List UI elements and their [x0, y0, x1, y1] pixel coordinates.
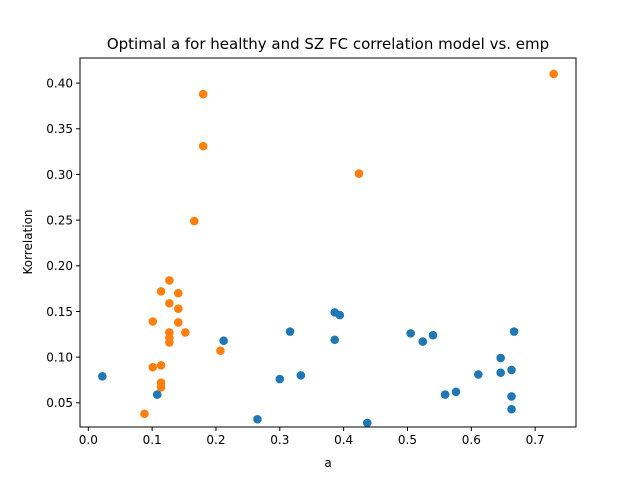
scatter-point-series2-9: [165, 298, 174, 308]
scatter-point-series2-22: [549, 69, 558, 79]
scatter-point-series1-19: [496, 368, 505, 377]
axes-frame: [79, 57, 577, 428]
scatter-point-series2-17: [189, 216, 199, 226]
scatter-point-series1-10: [330, 335, 340, 345]
scatter-point-series1-14: [428, 330, 438, 340]
scatter-point-series1-1: [98, 372, 107, 381]
scatter-point-series1-22: [507, 392, 516, 401]
x-tick-label: 0.4: [334, 433, 353, 447]
y-tick-label: 0.40: [46, 76, 73, 90]
scatter-point-series1-5: [275, 374, 285, 384]
scatter-point-series2-18: [198, 89, 208, 99]
x-tick-label: 0.6: [462, 433, 481, 447]
scatter-point-series2-4: [156, 361, 166, 370]
scatter-point-series2-2: [148, 362, 158, 372]
scatter-point-series2-7: [156, 287, 166, 296]
scatter-point-series2-20: [216, 346, 225, 356]
x-tick-label: 0.7: [526, 433, 545, 447]
scatter-point-series1-16: [451, 387, 461, 397]
x-tick-label: 0.5: [398, 433, 417, 447]
y-axis-ticks: 0.05 0.10 0.15 0.20 0.25 0.30 0.35 0.40: [46, 76, 80, 410]
scatter-point-series2-6: [156, 382, 166, 392]
x-tick-label: 0.3: [270, 433, 289, 447]
scatter-point-series2-8: [165, 276, 174, 285]
scatter-point-series2-21: [354, 169, 364, 178]
y-tick-label: 0.10: [46, 350, 73, 364]
scatter-point-series2-13: [174, 288, 183, 298]
scatter-point-series1-23: [507, 404, 516, 414]
scatter-point-series1-21: [509, 327, 519, 336]
y-tick-label: 0.35: [46, 122, 73, 136]
x-axis-label: a: [324, 456, 331, 470]
y-tick-label: 0.15: [46, 305, 73, 319]
scatter-point-series1-12: [406, 329, 415, 338]
chart-title: Optimal a for healthy and SZ FC correlat…: [107, 35, 549, 53]
scatter-point-series1-2: [152, 390, 162, 399]
scatter-point-series1-13: [418, 337, 428, 346]
data-points: [98, 69, 558, 428]
y-axis-label: Korrelation: [21, 209, 35, 274]
scatter-point-series2-14: [174, 304, 183, 314]
x-tick-label: 0.1: [143, 433, 162, 447]
scatter-point-series2-3: [148, 317, 158, 326]
y-tick-label: 0.20: [46, 259, 73, 273]
scatter-point-series1-9: [335, 310, 345, 320]
scatter-point-series1-3: [219, 336, 228, 345]
scatter-point-series1-15: [440, 390, 450, 399]
scatter-point-series1-20: [507, 365, 516, 375]
y-tick-label: 0.30: [46, 168, 73, 182]
x-tick-label: 0.2: [206, 433, 225, 447]
x-tick-label: 0.0: [79, 433, 98, 447]
scatter-point-series2-1: [140, 409, 149, 419]
scatter-point-series1-4: [253, 414, 262, 424]
scatter-point-series1-7: [296, 371, 306, 380]
scatter-point-series1-6: [285, 327, 295, 336]
scatter-point-series2-12: [165, 338, 174, 347]
scatter-point-series2-16: [181, 328, 190, 337]
scatter-point-series2-15: [174, 318, 183, 327]
y-tick-label: 0.25: [46, 213, 73, 227]
scatter-point-series1-17: [474, 370, 483, 379]
x-axis-ticks: 0.0 0.1 0.2 0.3 0.4 0.5 0.6 0.7: [79, 427, 545, 447]
scatter-point-series2-19: [198, 141, 208, 151]
scatter-point-series1-11: [362, 418, 372, 428]
scatter-point-series1-18: [496, 353, 505, 363]
y-tick-label: 0.05: [46, 396, 73, 410]
